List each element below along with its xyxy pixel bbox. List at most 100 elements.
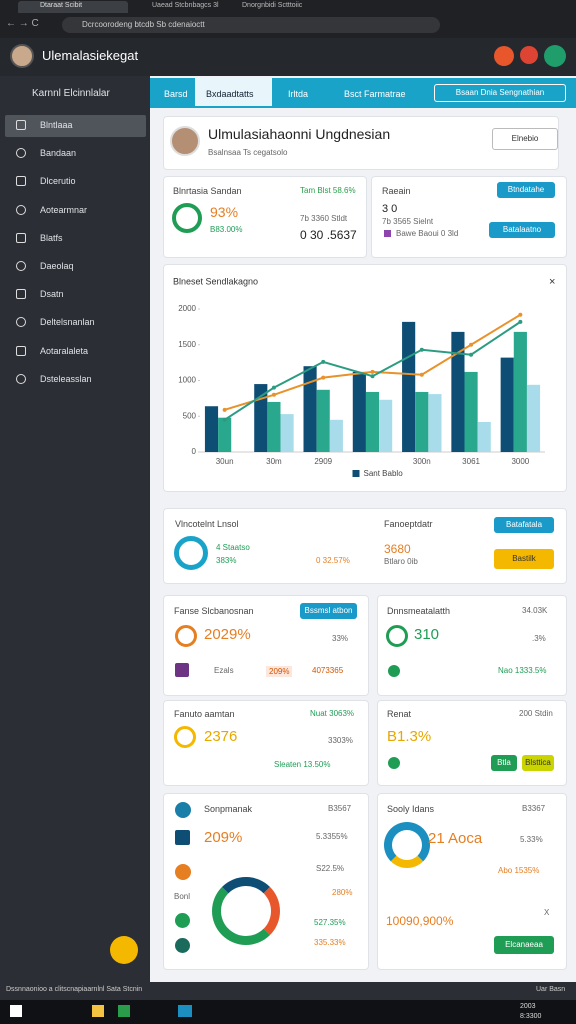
profile-button[interactable]: Elnebio bbox=[492, 128, 558, 150]
stat: Bonl bbox=[174, 892, 191, 901]
chart-title: Blneset Sendlakagno bbox=[173, 276, 258, 286]
x-tick-label: 2909 bbox=[314, 457, 332, 466]
card-title: Renat bbox=[387, 709, 412, 719]
close-icon[interactable]: × bbox=[549, 276, 555, 288]
bar bbox=[513, 331, 527, 452]
icon[interactable] bbox=[520, 46, 538, 64]
stat-value: 2029% bbox=[204, 626, 251, 643]
stat: 5.3355% bbox=[316, 832, 348, 841]
nav-tab[interactable]: Barsd bbox=[164, 89, 188, 99]
taskbar-icon[interactable] bbox=[178, 1005, 192, 1017]
stat: B83.00% bbox=[210, 225, 243, 234]
legend-swatch bbox=[384, 230, 391, 237]
button[interactable]: Elcanaeaa bbox=[494, 936, 554, 954]
taskbar-icon[interactable] bbox=[118, 1005, 130, 1017]
card-title: Raeain bbox=[382, 186, 411, 196]
sidebar-item[interactable]: Aotaralaleta bbox=[40, 345, 89, 356]
sidebar-active bbox=[5, 115, 146, 137]
sidebar-icon bbox=[16, 289, 26, 300]
nav-active bbox=[195, 78, 272, 108]
sidebar-item[interactable]: Dsteleasslan bbox=[40, 373, 92, 384]
stat: 335.33% bbox=[314, 938, 346, 947]
stat: Bawe Baoui 0 3ld bbox=[396, 229, 459, 238]
stat: 7b 3565 Sielnt bbox=[382, 217, 434, 226]
taskbar-icon[interactable] bbox=[92, 1005, 104, 1017]
sidebar-item[interactable]: Bandaan bbox=[40, 148, 77, 159]
tab[interactable] bbox=[18, 1, 128, 13]
stat: 200 Stdin bbox=[519, 709, 553, 718]
stat: 0 32.57% bbox=[316, 556, 350, 565]
icon[interactable] bbox=[494, 46, 514, 66]
button[interactable]: Bssmsl atbon bbox=[300, 603, 357, 619]
sidebar-icon bbox=[16, 261, 26, 271]
nav-arrows[interactable]: ← → C bbox=[6, 18, 39, 29]
sidebar-item[interactable]: Blntlaaa bbox=[40, 120, 73, 130]
sidebar-item[interactable]: Dlcerutio bbox=[40, 176, 76, 187]
sidebar-item[interactable]: Daeolaq bbox=[40, 261, 74, 271]
address-bar[interactable] bbox=[62, 17, 440, 33]
fab[interactable] bbox=[110, 936, 138, 964]
stat-value: 2376 bbox=[204, 728, 238, 745]
sidebar-section: Karnnl Elcinnlalar bbox=[32, 88, 110, 99]
icon bbox=[175, 663, 189, 677]
point bbox=[370, 369, 375, 374]
bar bbox=[464, 371, 478, 452]
point bbox=[271, 385, 276, 390]
avatar bbox=[10, 44, 34, 68]
tab-title[interactable]: Dnorgnbidi Sctttoiic bbox=[242, 2, 303, 9]
nav-tab[interactable]: Irltda bbox=[288, 89, 309, 99]
button[interactable]: Btla bbox=[491, 755, 517, 771]
bar bbox=[254, 384, 268, 452]
url[interactable]: Dcrcoorodeng btcdb Sb cdenaioctt bbox=[82, 20, 205, 29]
sidebar-item[interactable]: Deltelsnanlan bbox=[40, 317, 95, 328]
button[interactable]: Batalaatno bbox=[489, 222, 555, 238]
stat: .3% bbox=[532, 634, 546, 643]
stat: Nao 1333.5% bbox=[498, 666, 547, 675]
status-text: Dssnnaonioo a clitscnapiaarnlnl Sata Stc… bbox=[6, 986, 143, 993]
card-title: Fanse Slcbanosnan bbox=[174, 606, 254, 616]
button[interactable]: Blsttica bbox=[522, 755, 554, 771]
icon[interactable] bbox=[544, 45, 566, 67]
icon bbox=[175, 830, 190, 845]
stat: Sleaten 13.50% bbox=[274, 760, 331, 769]
point bbox=[321, 375, 326, 380]
stat: B3367 bbox=[522, 804, 546, 813]
button[interactable]: Btndatahe bbox=[497, 182, 555, 198]
start-button[interactable] bbox=[10, 1005, 22, 1017]
point bbox=[222, 417, 227, 422]
icon bbox=[175, 938, 190, 953]
stat-value: 3680 bbox=[384, 542, 411, 556]
close-icon[interactable]: X bbox=[544, 908, 550, 917]
taskbar bbox=[0, 1000, 576, 1024]
stat: 33% bbox=[332, 634, 349, 643]
icon bbox=[384, 822, 430, 868]
stat-value: 10090,900% bbox=[386, 914, 454, 928]
stat: 527.35% bbox=[314, 918, 346, 927]
nav-tab[interactable]: Bsct Farmatrae bbox=[344, 89, 406, 99]
point bbox=[222, 407, 227, 412]
sidebar-item[interactable]: Blatfs bbox=[40, 232, 63, 243]
bar bbox=[267, 401, 281, 452]
point bbox=[321, 359, 326, 364]
icon bbox=[175, 864, 191, 880]
button[interactable]: Batafatala bbox=[494, 517, 554, 533]
bar bbox=[415, 391, 429, 452]
x-tick-label: 30un bbox=[216, 457, 234, 466]
nav-button[interactable]: Bsaan Dnia Sengnathian bbox=[434, 84, 566, 102]
stat: 34.03K bbox=[522, 606, 548, 615]
tab-title[interactable]: Dtaraat Scibit bbox=[40, 2, 83, 9]
card-title: Dnnsmeatalatth bbox=[387, 606, 451, 616]
button[interactable]: Bastilk bbox=[494, 549, 554, 569]
stat-value: 209% bbox=[204, 829, 243, 846]
icon bbox=[175, 625, 197, 647]
icon bbox=[175, 913, 190, 928]
sidebar bbox=[0, 76, 150, 982]
sidebar-item[interactable]: Aotearmnar bbox=[40, 204, 88, 215]
sidebar-icon bbox=[16, 204, 26, 215]
tab-title[interactable]: Uaead Stcbnbagcs 3l bbox=[152, 2, 219, 9]
nav-tab[interactable]: Bxdaadtatts bbox=[206, 89, 254, 99]
sidebar-icon bbox=[16, 232, 26, 243]
sidebar-item[interactable]: Dsatn bbox=[40, 289, 64, 300]
card-title: Vlncotelnt Lnsol bbox=[175, 519, 239, 529]
